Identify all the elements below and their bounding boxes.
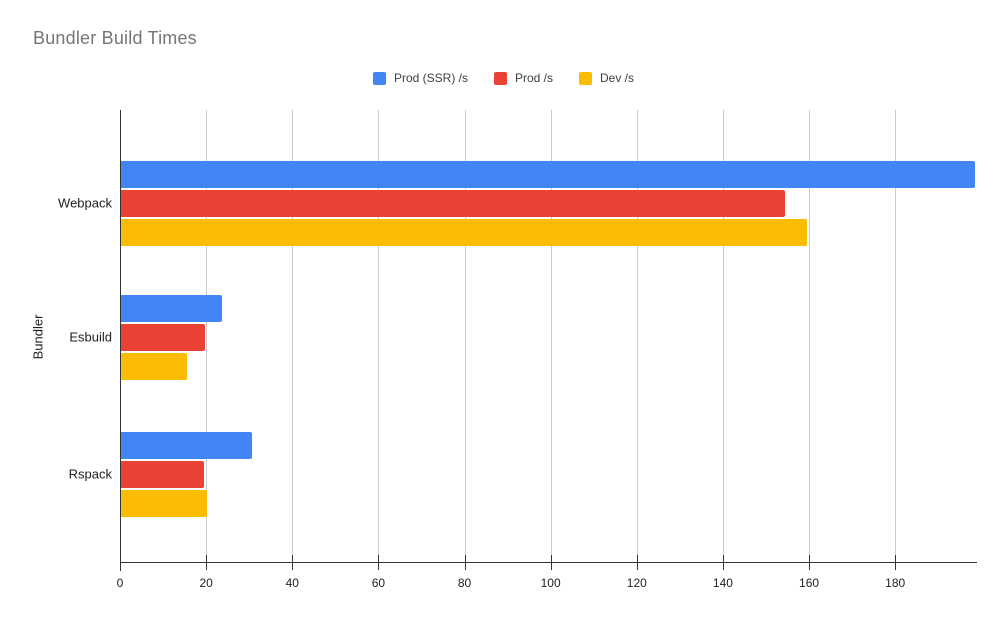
gridline-x-80 xyxy=(464,110,466,563)
bar-webpack-dev-s xyxy=(121,219,808,246)
bar-esbuild-prod-ssr-s xyxy=(121,295,223,322)
bar-group-webpack xyxy=(121,161,978,246)
legend-swatch-dev xyxy=(579,71,592,85)
category-label-rspack: Rspack xyxy=(68,466,112,482)
axis-tick-60 xyxy=(378,555,380,570)
axis-tick-120 xyxy=(636,555,638,570)
axis-tick-80 xyxy=(464,555,466,570)
legend-item-prod: Prod /s xyxy=(493,71,553,85)
bar-rspack-dev-s xyxy=(121,490,207,517)
chart-title: Bundler Build Times xyxy=(33,28,197,48)
plot-area: 0 20 40 60 80 100 120 140 160 180 xyxy=(117,110,978,590)
legend-swatch-prod xyxy=(493,71,507,85)
axis-tick-20 xyxy=(206,555,208,570)
bar-esbuild-prod-s xyxy=(121,324,205,351)
gridline-x-120 xyxy=(636,110,638,563)
tick-label-140: 140 xyxy=(712,576,733,590)
bar-rspack-prod-ssr-s xyxy=(121,432,253,459)
gridline-x-60 xyxy=(378,110,380,563)
bar-webpack-prod-ssr-s xyxy=(121,161,975,188)
bar-group-rspack xyxy=(121,432,978,517)
gridline-x-180 xyxy=(895,110,897,563)
axis-tick-0 xyxy=(120,555,121,570)
legend-label-dev: Dev /s xyxy=(600,71,635,85)
tick-label-40: 40 xyxy=(285,576,299,590)
category-label-esbuild: Esbuild xyxy=(69,329,112,345)
axis-tick-160 xyxy=(809,555,811,570)
gridline-x-140 xyxy=(722,110,724,563)
axis-tick-140 xyxy=(722,555,724,570)
gridline-x-40 xyxy=(292,110,294,563)
gridline-x-20 xyxy=(206,110,208,563)
tick-label-120: 120 xyxy=(626,576,647,590)
tick-label-100: 100 xyxy=(540,576,561,590)
axis-tick-180 xyxy=(895,555,897,570)
axis-tick-100 xyxy=(550,555,552,570)
axis-tick-40 xyxy=(292,555,294,570)
x-axis-line xyxy=(120,562,977,563)
gridline-x-160 xyxy=(809,110,811,563)
category-label-webpack: Webpack xyxy=(58,195,112,211)
legend-item-prod-ssr: Prod (SSR) /s xyxy=(372,71,468,85)
tick-label-0: 0 xyxy=(116,576,124,590)
legend-swatch-prod-ssr xyxy=(372,71,386,85)
bar-esbuild-dev-s xyxy=(121,353,187,380)
legend: Prod (SSR) /s Prod /s Dev /s xyxy=(0,71,1007,85)
tick-label-20: 20 xyxy=(199,576,213,590)
legend-item-dev: Dev /s xyxy=(579,71,634,85)
bar-rspack-prod-s xyxy=(121,461,204,488)
bar-webpack-prod-s xyxy=(121,190,786,217)
legend-label-prod: Prod /s xyxy=(514,71,553,85)
zero-axis-line xyxy=(120,110,121,571)
tick-label-80: 80 xyxy=(457,576,472,590)
bar-group-esbuild xyxy=(121,295,978,380)
tick-label-160: 160 xyxy=(799,576,820,590)
legend-label-prod-ssr: Prod (SSR) /s xyxy=(393,71,468,85)
gridline-x-100 xyxy=(550,110,552,563)
tick-label-60: 60 xyxy=(371,576,386,590)
tick-label-180: 180 xyxy=(885,576,906,590)
